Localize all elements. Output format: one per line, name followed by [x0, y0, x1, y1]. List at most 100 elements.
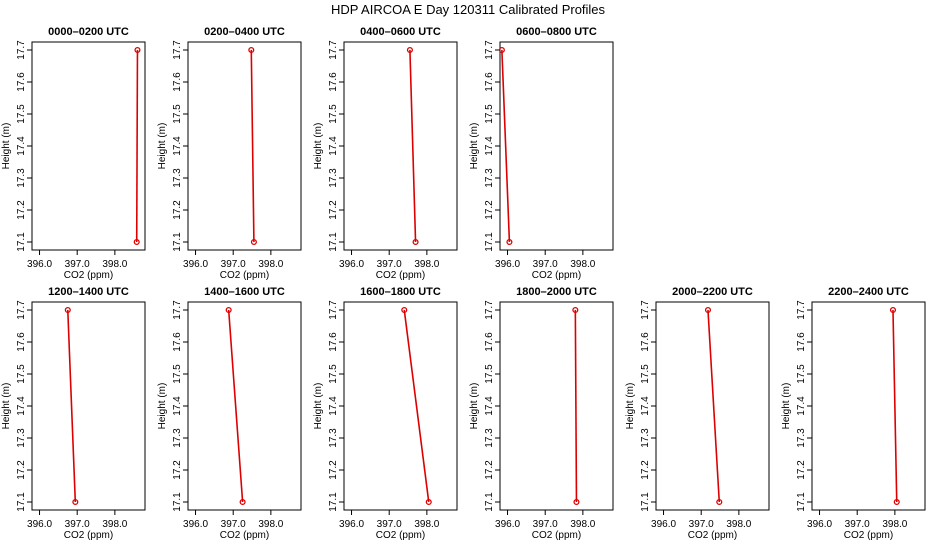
y-tick-label: 17.7 [172, 300, 183, 320]
y-tick-label: 17.2 [172, 460, 183, 480]
y-axis-label: Height (m) [1, 383, 12, 430]
y-tick-label: 17.1 [328, 232, 339, 252]
x-tick-label: 398.0 [570, 259, 595, 270]
y-tick-label: 17.3 [172, 168, 183, 188]
x-tick-label: 397.0 [845, 519, 870, 530]
plot-frame [187, 41, 302, 251]
data-point [72, 498, 79, 506]
x-tick-label: 398.0 [258, 259, 283, 270]
x-tick-label: 398.0 [414, 519, 439, 530]
y-tick-label: 17.4 [172, 396, 183, 416]
y-tick-label: 17.5 [16, 104, 27, 124]
x-tick-label: 397.0 [689, 519, 714, 530]
y-tick-label: 17.7 [172, 40, 183, 60]
x-tick-label: 397.0 [377, 259, 402, 270]
data-point [239, 498, 246, 506]
data-point [64, 306, 71, 314]
y-tick-label: 17.2 [172, 200, 183, 220]
y-tick-label: 17.4 [484, 136, 495, 156]
panel-title: 1200–1400 UTC [48, 286, 129, 298]
x-tick-label: 398.0 [258, 519, 283, 530]
x-tick-label: 398.0 [102, 259, 127, 270]
y-tick-label: 17.6 [16, 332, 27, 352]
y-tick-label: 17.7 [328, 300, 339, 320]
chart-title: HDP AIRCOA E Day 120311 Calibrated Profi… [331, 2, 606, 17]
panel: 0000–0200 UTC 396.0 397.0 398.0 17.1 17.2 17.3… [1, 26, 146, 281]
data-point [248, 46, 255, 54]
x-axis-label: CO2 (ppm) [532, 530, 581, 540]
data-point [716, 498, 723, 506]
panel: 1400–1600 UTC 396.0 397.0 398.0 17.1 17.2 17.3… [157, 286, 302, 540]
y-axis-label: Height (m) [625, 383, 636, 430]
y-tick-label: 17.6 [328, 332, 339, 352]
y-tick-label: 17.7 [16, 40, 27, 60]
x-tick-label: 396.0 [651, 519, 676, 530]
x-tick-label: 397.0 [533, 519, 558, 530]
y-tick-label: 17.2 [484, 460, 495, 480]
panel: 0600–0800 UTC 396.0 397.0 398.0 17.1 17.2 17.3… [469, 26, 614, 281]
y-tick-label: 17.3 [484, 428, 495, 448]
panel-title: 1800–2000 UTC [516, 286, 597, 298]
y-tick-label: 17.2 [640, 460, 651, 480]
data-point [572, 306, 579, 314]
y-tick-label: 17.4 [172, 136, 183, 156]
x-tick-label: 398.0 [882, 519, 907, 530]
x-tick-label: 396.0 [183, 259, 208, 270]
y-tick-label: 17.4 [796, 396, 807, 416]
y-tick-label: 17.1 [328, 492, 339, 512]
x-axis-label: CO2 (ppm) [376, 530, 425, 540]
y-tick-label: 17.5 [172, 104, 183, 124]
data-point [889, 306, 897, 314]
y-tick-label: 17.4 [328, 136, 339, 156]
x-tick-label: 397.0 [377, 519, 402, 530]
profile-line [250, 49, 255, 243]
y-tick-label: 17.4 [16, 136, 27, 156]
panel: 2200–2400 UTC 396.0 397.0 398.0 17.1 17.2 17.3… [781, 286, 926, 540]
y-tick-label: 17.1 [484, 232, 495, 252]
y-tick-label: 17.5 [172, 364, 183, 384]
x-tick-label: 396.0 [495, 519, 520, 530]
y-tick-label: 17.7 [484, 300, 495, 320]
plot-frame [811, 301, 926, 511]
x-axis-label: CO2 (ppm) [64, 530, 113, 540]
x-tick-label: 396.0 [495, 259, 520, 270]
panel-title: 2200–2400 UTC [828, 286, 909, 298]
y-tick-label: 17.2 [16, 460, 27, 480]
data-point [250, 238, 257, 246]
y-tick-label: 17.3 [640, 428, 651, 448]
x-tick-label: 397.0 [221, 259, 246, 270]
profile-line [227, 309, 244, 503]
y-tick-label: 17.6 [484, 72, 495, 92]
x-tick-label: 397.0 [533, 259, 558, 270]
x-tick-label: 396.0 [183, 519, 208, 530]
y-tick-label: 17.7 [16, 300, 27, 320]
x-tick-label: 397.0 [65, 519, 90, 530]
y-tick-label: 17.4 [16, 396, 27, 416]
x-tick-label: 398.0 [726, 519, 751, 530]
panel-title: 0200–0400 UTC [204, 26, 285, 38]
profile-line [66, 309, 77, 503]
y-axis-label: Height (m) [157, 123, 168, 170]
data-point [498, 46, 505, 54]
y-tick-label: 17.4 [328, 396, 339, 416]
y-tick-label: 17.1 [640, 492, 651, 512]
data-point [893, 498, 900, 506]
y-tick-label: 17.5 [328, 364, 339, 384]
profile-line [707, 309, 721, 503]
x-tick-label: 398.0 [570, 519, 595, 530]
y-axis-label: Height (m) [781, 383, 792, 430]
y-tick-label: 17.1 [172, 232, 183, 252]
y-tick-label: 17.5 [796, 364, 807, 384]
y-tick-label: 17.4 [484, 396, 495, 416]
x-tick-label: 396.0 [807, 519, 832, 530]
y-tick-label: 17.5 [484, 364, 495, 384]
profile-line [892, 309, 898, 503]
y-tick-label: 17.1 [16, 232, 27, 252]
panel-title: 0400–0600 UTC [360, 26, 441, 38]
plot-frame [31, 301, 146, 511]
y-tick-label: 17.2 [16, 200, 27, 220]
y-tick-label: 17.7 [640, 300, 651, 320]
profile-line [403, 309, 430, 503]
panel-title: 0600–0800 UTC [516, 26, 597, 38]
y-axis-label: Height (m) [469, 383, 480, 430]
